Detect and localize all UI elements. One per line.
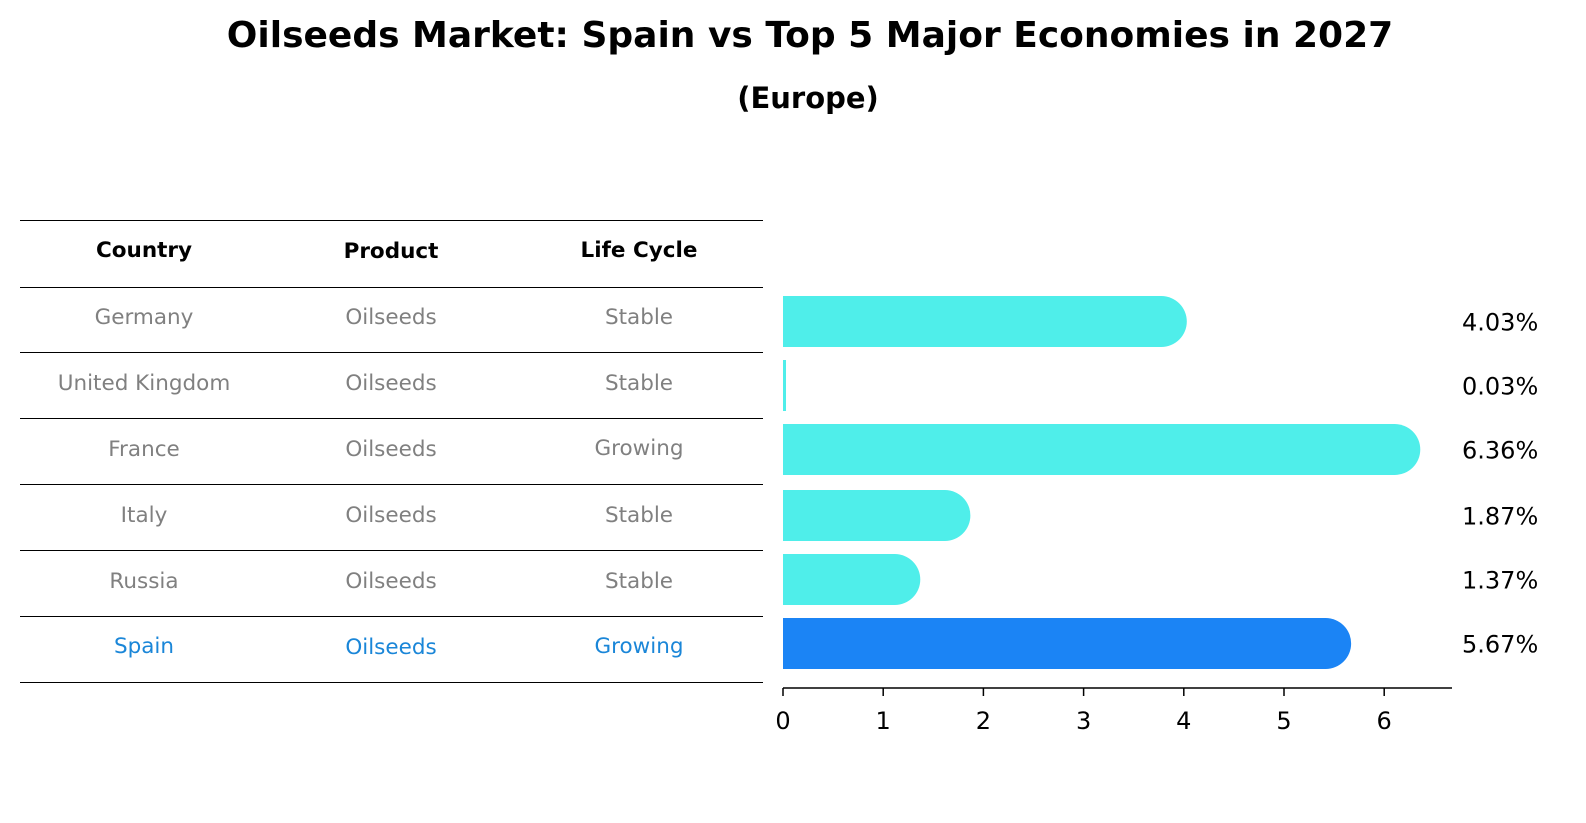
bar-united-kingdom	[783, 360, 787, 411]
header-country: Country	[95, 238, 193, 263]
x-tick-label: 0	[775, 707, 790, 735]
table-rule	[20, 550, 763, 551]
table-rule	[20, 220, 763, 221]
table-cell: Russia	[109, 569, 179, 594]
bar-germany	[783, 296, 1187, 347]
bar-value-label: 5.67%	[1462, 631, 1538, 659]
table-rule	[20, 616, 763, 617]
bar-spain	[783, 618, 1352, 669]
bar-value-label: 6.36%	[1462, 437, 1538, 465]
table-cell: Stable	[604, 371, 674, 396]
header-product: Product	[343, 239, 439, 264]
header-life-cycle: Life Cycle	[580, 238, 698, 263]
x-tick-label: 5	[1276, 707, 1291, 735]
table-cell: Italy	[120, 503, 168, 528]
table-cell: Growing	[594, 436, 684, 461]
table-cell: Stable	[604, 503, 674, 528]
chart-subtitle: (Europe)	[737, 81, 879, 115]
table-rule	[20, 484, 763, 485]
x-tick-label: 4	[1176, 707, 1191, 735]
bar-value-label: 4.03%	[1462, 309, 1538, 337]
table-cell-highlight: Growing	[594, 634, 684, 659]
table-cell: Germany	[94, 305, 194, 330]
table-cell-highlight: Oilseeds	[345, 635, 437, 660]
bar-value-label: 1.37%	[1462, 567, 1538, 595]
x-tick-label: 3	[1076, 707, 1091, 735]
table-cell: Oilseeds	[345, 503, 437, 528]
table-cell: Oilseeds	[345, 437, 437, 462]
bar-value-label: 1.87%	[1462, 503, 1538, 531]
chart-title: Oilseeds Market: Spain vs Top 5 Major Ec…	[226, 15, 1394, 56]
table-rule	[20, 287, 763, 288]
table-cell: Oilseeds	[345, 371, 437, 396]
table-rule	[20, 682, 763, 683]
table-rule	[20, 352, 763, 353]
bar-italy	[783, 490, 971, 541]
table-cell: Stable	[604, 569, 674, 594]
table-cell: Oilseeds	[345, 305, 437, 330]
table-cell-highlight: Spain	[113, 634, 175, 659]
bar-france	[783, 424, 1421, 475]
data-table: Country Product Life Cycle Germany Oilse…	[20, 220, 763, 683]
table-cell: France	[108, 437, 180, 462]
table-rule	[20, 418, 763, 419]
table-cell: Oilseeds	[345, 569, 437, 594]
table-cell: Stable	[604, 305, 674, 330]
bar-russia	[783, 554, 921, 605]
bar-value-label: 0.03%	[1462, 373, 1538, 401]
x-tick-label: 1	[876, 707, 891, 735]
x-tick-label: 2	[976, 707, 991, 735]
x-tick-label: 6	[1377, 707, 1392, 735]
table-cell: United Kingdom	[57, 371, 231, 396]
